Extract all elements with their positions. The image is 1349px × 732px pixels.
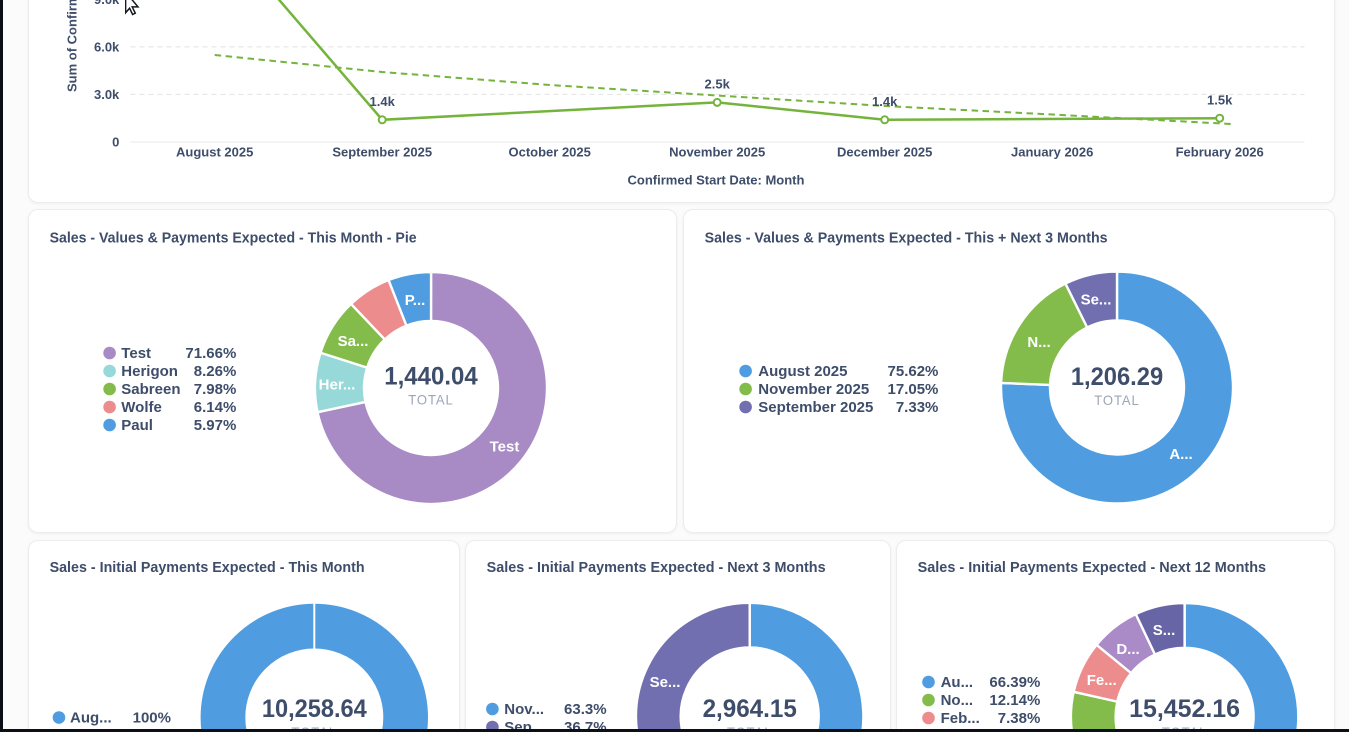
svg-text:Sa...: Sa... bbox=[338, 333, 369, 350]
svg-text:November 2025: November 2025 bbox=[758, 381, 869, 398]
svg-text:October 2025: October 2025 bbox=[509, 144, 591, 159]
svg-text:P...: P... bbox=[405, 292, 426, 309]
svg-text:Confirmed Start Date: Month: Confirmed Start Date: Month bbox=[628, 173, 805, 188]
svg-text:Aug...: Aug... bbox=[70, 710, 112, 727]
svg-text:A...: A... bbox=[1169, 446, 1192, 463]
svg-text:5.97%: 5.97% bbox=[194, 417, 237, 434]
svg-text:TOTAL: TOTAL bbox=[408, 391, 454, 407]
svg-text:Nov...: Nov... bbox=[504, 701, 544, 718]
svg-text:Test: Test bbox=[121, 345, 151, 362]
svg-text:S...: S... bbox=[1153, 622, 1176, 639]
svg-text:Her...: Her... bbox=[319, 377, 356, 394]
svg-text:Test: Test bbox=[490, 438, 520, 455]
svg-text:63.3%: 63.3% bbox=[564, 701, 607, 718]
svg-text:February 2026: February 2026 bbox=[1176, 144, 1264, 159]
svg-text:7.38%: 7.38% bbox=[998, 710, 1041, 727]
svg-text:Au...: Au... bbox=[941, 674, 974, 691]
svg-text:TOTAL: TOTAL bbox=[727, 724, 773, 732]
svg-text:6.14%: 6.14% bbox=[194, 399, 237, 416]
svg-text:September 2025: September 2025 bbox=[332, 144, 432, 159]
svg-text:0: 0 bbox=[112, 135, 119, 150]
svg-text:1,440.04: 1,440.04 bbox=[384, 362, 477, 390]
svg-text:September 2025: September 2025 bbox=[758, 399, 873, 416]
svg-text:Paul: Paul bbox=[121, 417, 153, 434]
svg-text:1.5k: 1.5k bbox=[1207, 92, 1233, 107]
svg-text:Sales - Values & Payments Expe: Sales - Values & Payments Expected - Thi… bbox=[50, 231, 417, 247]
svg-text:Se...: Se... bbox=[650, 674, 681, 691]
svg-text:Se...: Se... bbox=[1081, 292, 1112, 309]
svg-text:10,258.64: 10,258.64 bbox=[262, 695, 367, 723]
svg-text:9.0k: 9.0k bbox=[94, 0, 120, 7]
svg-text:No...: No... bbox=[941, 692, 974, 709]
svg-text:100%: 100% bbox=[133, 710, 171, 727]
svg-text:1.4k: 1.4k bbox=[370, 94, 396, 109]
svg-text:75.62%: 75.62% bbox=[888, 363, 939, 380]
svg-text:Feb...: Feb... bbox=[941, 710, 980, 727]
svg-text:TOTAL: TOTAL bbox=[292, 724, 338, 732]
svg-text:6.0k: 6.0k bbox=[94, 40, 120, 55]
svg-text:Sales - Initial Payments Expec: Sales - Initial Payments Expected - Next… bbox=[487, 560, 826, 576]
svg-text:12.14%: 12.14% bbox=[989, 692, 1040, 709]
svg-text:Herigon: Herigon bbox=[121, 363, 178, 380]
svg-text:TOTAL: TOTAL bbox=[1162, 724, 1208, 732]
svg-text:2.5k: 2.5k bbox=[705, 77, 731, 92]
svg-text:December 2025: December 2025 bbox=[837, 144, 932, 159]
svg-text:1,206.29: 1,206.29 bbox=[1071, 363, 1163, 391]
svg-text:3.0k: 3.0k bbox=[94, 87, 120, 102]
svg-text:August 2025: August 2025 bbox=[758, 363, 847, 380]
svg-text:15,452.16: 15,452.16 bbox=[1129, 695, 1240, 723]
svg-text:Sep...: Sep... bbox=[504, 719, 544, 732]
svg-text:71.66%: 71.66% bbox=[185, 345, 236, 362]
svg-text:Fe...: Fe... bbox=[1087, 672, 1117, 689]
svg-text:36.7%: 36.7% bbox=[564, 719, 607, 732]
svg-text:Sum of Confirm...: Sum of Confirm... bbox=[65, 0, 80, 92]
svg-text:Sales - Initial Payments Expec: Sales - Initial Payments Expected - Next… bbox=[918, 560, 1267, 576]
svg-text:D...: D... bbox=[1116, 641, 1139, 658]
svg-text:8.26%: 8.26% bbox=[194, 363, 237, 380]
svg-text:Sabreen: Sabreen bbox=[121, 381, 180, 398]
svg-text:N...: N... bbox=[1027, 334, 1050, 351]
svg-text:Wolfe: Wolfe bbox=[121, 399, 162, 416]
svg-text:2,964.15: 2,964.15 bbox=[703, 695, 797, 723]
svg-text:August 2025: August 2025 bbox=[176, 144, 253, 159]
svg-text:Sales - Initial Payments Expec: Sales - Initial Payments Expected - This… bbox=[50, 560, 365, 576]
svg-text:TOTAL: TOTAL bbox=[1094, 392, 1140, 408]
svg-text:66.39%: 66.39% bbox=[989, 674, 1040, 691]
svg-text:7.33%: 7.33% bbox=[896, 399, 939, 416]
svg-text:January 2026: January 2026 bbox=[1011, 144, 1093, 159]
svg-text:7.98%: 7.98% bbox=[194, 381, 237, 398]
svg-text:Sales - Values & Payments Expe: Sales - Values & Payments Expected - Thi… bbox=[705, 231, 1108, 247]
svg-text:November 2025: November 2025 bbox=[669, 144, 765, 159]
svg-text:1.4k: 1.4k bbox=[872, 94, 898, 109]
svg-text:17.05%: 17.05% bbox=[888, 381, 939, 398]
